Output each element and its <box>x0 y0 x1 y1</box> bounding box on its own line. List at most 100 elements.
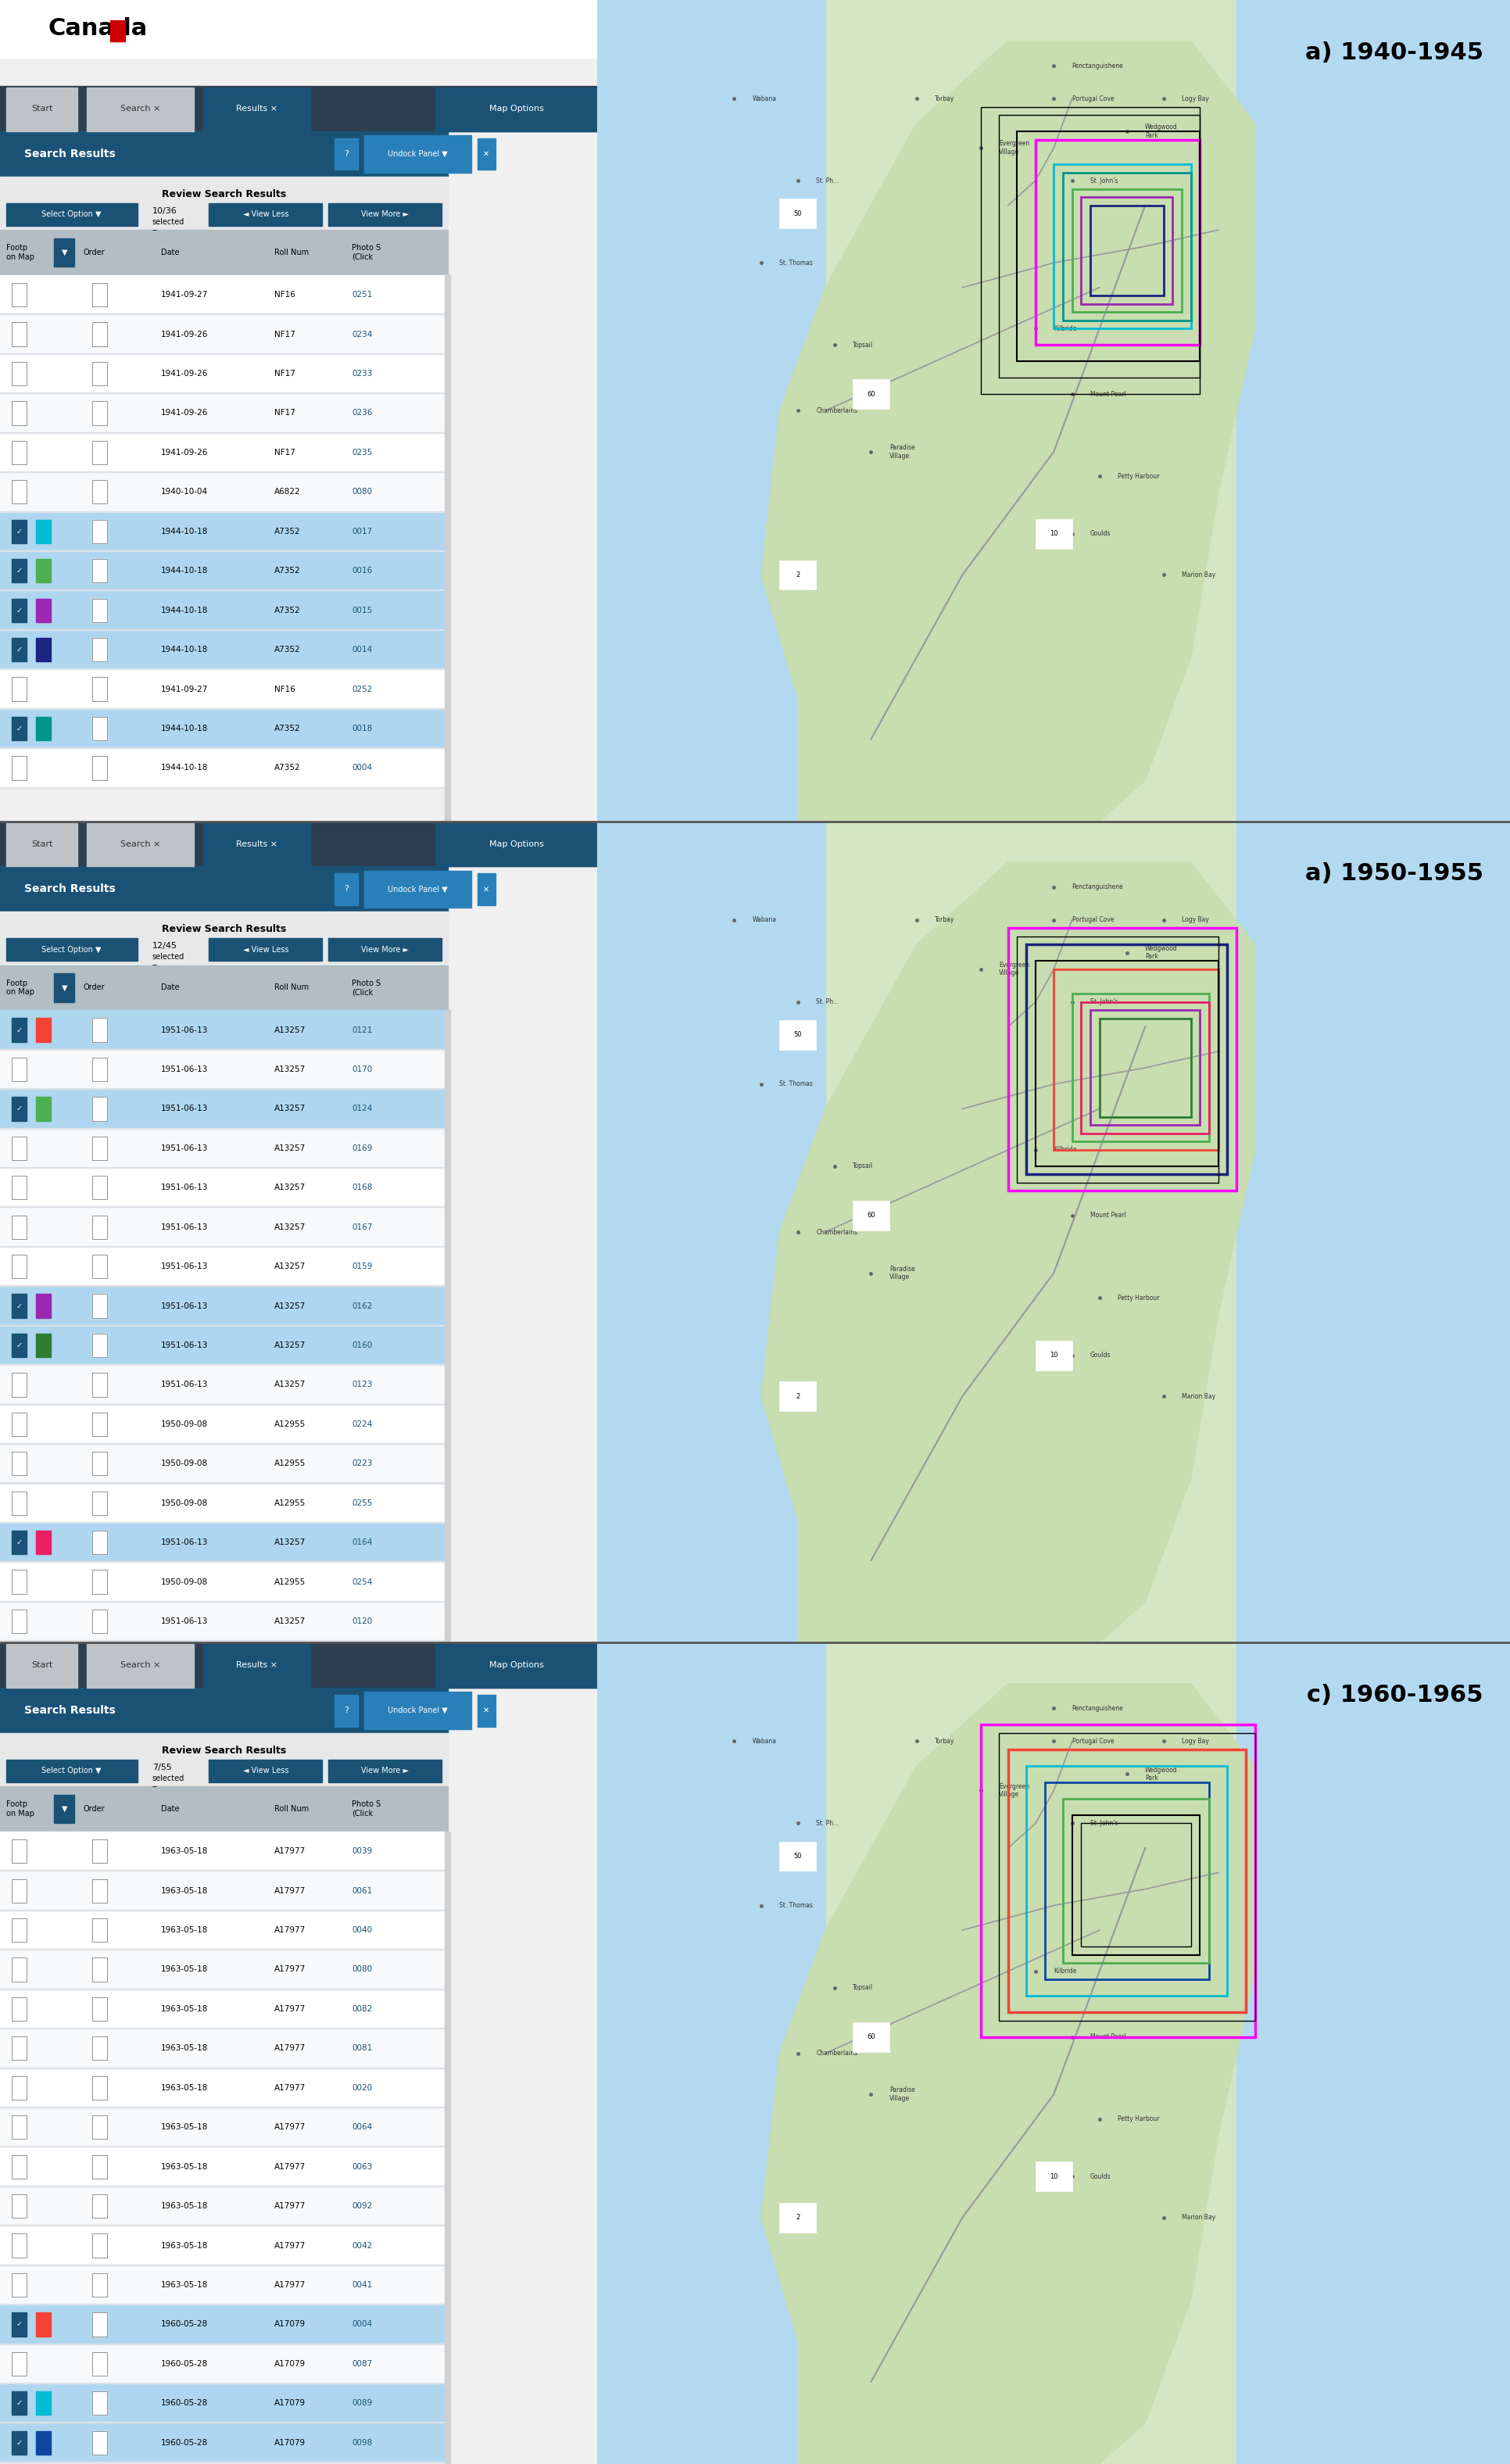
Bar <box>12 1841 27 1863</box>
Text: --: -- <box>153 961 157 968</box>
Bar <box>92 1609 107 1634</box>
Text: 1951-06-13: 1951-06-13 <box>162 1301 208 1311</box>
Bar <box>208 202 322 227</box>
Bar <box>12 1880 27 1902</box>
Bar <box>92 1451 107 1476</box>
Bar <box>12 1096 27 1121</box>
Text: A13257: A13257 <box>275 1064 307 1074</box>
Text: Goulds: Goulds <box>1090 2173 1110 2181</box>
Bar <box>92 1215 107 1239</box>
Polygon shape <box>761 862 1255 1643</box>
Bar <box>0 355 447 394</box>
Text: 1963-05-18: 1963-05-18 <box>162 1887 208 1895</box>
Text: A13257: A13257 <box>275 1262 307 1271</box>
Text: 1940-10-04: 1940-10-04 <box>162 488 208 495</box>
Bar <box>12 402 27 424</box>
Bar <box>12 2156 27 2178</box>
Text: Map Options: Map Options <box>489 106 544 113</box>
Bar <box>92 1018 107 1042</box>
Bar <box>0 1050 447 1089</box>
Bar <box>92 2195 107 2218</box>
Text: 0098: 0098 <box>352 2439 373 2447</box>
Bar <box>1007 1749 1246 2013</box>
Bar <box>12 638 27 660</box>
Text: selected: selected <box>153 954 184 961</box>
Bar <box>12 559 27 582</box>
Bar <box>92 1880 107 1902</box>
Text: A13257: A13257 <box>275 1301 307 1311</box>
Bar <box>0 1949 447 1988</box>
Text: c) 1960-1965: c) 1960-1965 <box>1306 1683 1483 1708</box>
Text: 0254: 0254 <box>352 1577 373 1587</box>
Text: Review Search Results: Review Search Results <box>162 1745 285 1754</box>
Text: ▼: ▼ <box>62 249 68 256</box>
Text: ▼: ▼ <box>62 1806 68 1814</box>
Text: 1951-06-13: 1951-06-13 <box>162 1538 208 1547</box>
Bar <box>92 2432 107 2454</box>
Bar <box>36 717 51 739</box>
Text: ✕: ✕ <box>483 1708 489 1715</box>
Bar <box>12 2314 27 2336</box>
Bar <box>12 1919 27 1942</box>
Bar <box>92 1096 107 1121</box>
Bar <box>1007 929 1235 1190</box>
Bar <box>0 1831 447 1870</box>
Bar <box>12 520 27 542</box>
Bar <box>12 1412 27 1437</box>
Bar <box>1054 165 1190 328</box>
Bar <box>12 2235 27 2257</box>
Bar <box>0 591 447 631</box>
Text: Penctanguishene: Penctanguishene <box>1072 885 1123 890</box>
Text: ◄ View Less: ◄ View Less <box>243 1767 288 1774</box>
Text: 50: 50 <box>793 1853 802 1860</box>
Text: 7/55: 7/55 <box>153 1764 172 1772</box>
Text: 0004: 0004 <box>352 764 373 771</box>
Text: A7352: A7352 <box>275 724 300 732</box>
Text: St. Ph...: St. Ph... <box>815 1821 838 1826</box>
Text: A13257: A13257 <box>275 1380 307 1390</box>
Text: Undock Panel ▼: Undock Panel ▼ <box>388 885 447 892</box>
Bar <box>12 756 27 779</box>
Bar <box>0 315 447 355</box>
Bar <box>0 2264 447 2304</box>
Text: 10: 10 <box>1049 1353 1057 1358</box>
Bar <box>364 136 471 172</box>
Text: 0018: 0018 <box>352 724 373 732</box>
Bar <box>12 1057 27 1082</box>
Bar <box>92 1491 107 1515</box>
Text: ✓: ✓ <box>17 1301 23 1311</box>
Bar <box>6 89 77 131</box>
Text: 1944-10-18: 1944-10-18 <box>162 646 208 653</box>
Text: Search Results: Search Results <box>24 885 115 894</box>
Bar <box>12 717 27 739</box>
Text: Chamberlains: Chamberlains <box>815 1230 858 1234</box>
Text: 10: 10 <box>1049 530 1057 537</box>
Bar <box>444 1831 450 2464</box>
Text: 0087: 0087 <box>352 2361 373 2368</box>
Text: St. John's: St. John's <box>1090 998 1117 1005</box>
Text: Footp
on Map: Footp on Map <box>6 1801 35 1818</box>
Text: St. Thomas: St. Thomas <box>779 259 812 266</box>
Text: 1960-05-28: 1960-05-28 <box>162 2400 208 2407</box>
Bar <box>12 2314 27 2336</box>
Bar <box>1034 1340 1072 1370</box>
Text: Review Search Results: Review Search Results <box>162 924 285 934</box>
Text: ?: ? <box>344 885 349 892</box>
Bar <box>92 2077 107 2099</box>
Text: Portugal Cove: Portugal Cove <box>1072 1737 1113 1745</box>
Bar <box>92 2393 107 2415</box>
Bar <box>12 283 27 306</box>
Text: Map Options: Map Options <box>489 1661 544 1668</box>
Text: Penctanguishene: Penctanguishene <box>1072 62 1123 69</box>
Bar <box>1090 1010 1199 1126</box>
Bar <box>477 1695 495 1727</box>
Text: Start: Start <box>32 1661 53 1668</box>
Text: 2: 2 <box>796 1392 799 1400</box>
Bar <box>0 2067 447 2107</box>
Bar <box>92 520 107 542</box>
Text: 2: 2 <box>796 572 799 579</box>
Text: Evergreen
Village: Evergreen Village <box>998 961 1028 976</box>
Text: 0092: 0092 <box>352 2203 373 2210</box>
Text: A7352: A7352 <box>275 567 300 574</box>
Bar <box>12 2077 27 2099</box>
